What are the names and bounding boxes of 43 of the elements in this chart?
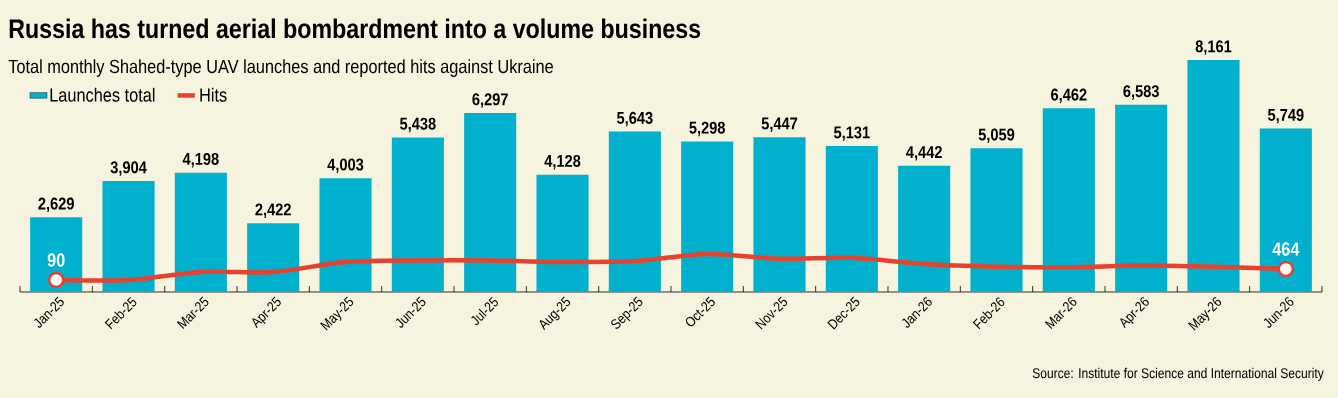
data-label: 5,059 [978, 128, 1015, 143]
bar [319, 178, 372, 292]
bar [391, 137, 444, 292]
bar [536, 174, 589, 292]
data-label: 5,643 [617, 111, 653, 127]
data-label: 5,749 [1267, 108, 1304, 124]
bar [1187, 59, 1240, 292]
data-label: 4,198 [182, 152, 219, 168]
source-note: Source: Institute for Science and International Security [1032, 367, 1324, 381]
bar [608, 131, 661, 292]
bar [898, 165, 951, 292]
data-label: 6,583 [1123, 85, 1159, 100]
bar [1259, 128, 1312, 292]
bar [681, 141, 734, 292]
data-label: 8,161 [1195, 40, 1232, 55]
bar [753, 137, 806, 292]
bar [1042, 108, 1095, 292]
data-label: 2,422 [255, 203, 291, 218]
data-label: 6,462 [1051, 88, 1087, 104]
data-label: 5,447 [761, 117, 798, 132]
bar [1115, 104, 1168, 292]
bar [825, 146, 878, 292]
data-label: 4,442 [906, 146, 942, 161]
data-label: 5,131 [833, 126, 870, 141]
bar [464, 112, 517, 292]
data-label: 4,003 [327, 158, 364, 173]
data-label: 3,904 [110, 161, 147, 176]
data-label: 464 [1272, 242, 1300, 256]
chart-subtitle: Total monthly Shahed-type UAV launches and reported hits against Ukraine [8, 59, 553, 77]
bar [970, 148, 1023, 292]
data-label: 2,629 [38, 197, 74, 213]
data-label: 90 [47, 253, 65, 267]
legend-label: Launches total [50, 87, 155, 102]
chart-title: Russia has turned aerial bombardment into a volume business [9, 18, 701, 39]
data-label: 6,297 [472, 93, 508, 108]
bar [174, 172, 227, 292]
bar [30, 217, 83, 292]
bar [102, 181, 155, 292]
bar [247, 223, 300, 292]
data-label: 5,298 [689, 121, 726, 137]
legend-label: Hits [200, 87, 227, 102]
data-label: 4,128 [544, 154, 581, 170]
data-label: 5,438 [400, 117, 436, 133]
